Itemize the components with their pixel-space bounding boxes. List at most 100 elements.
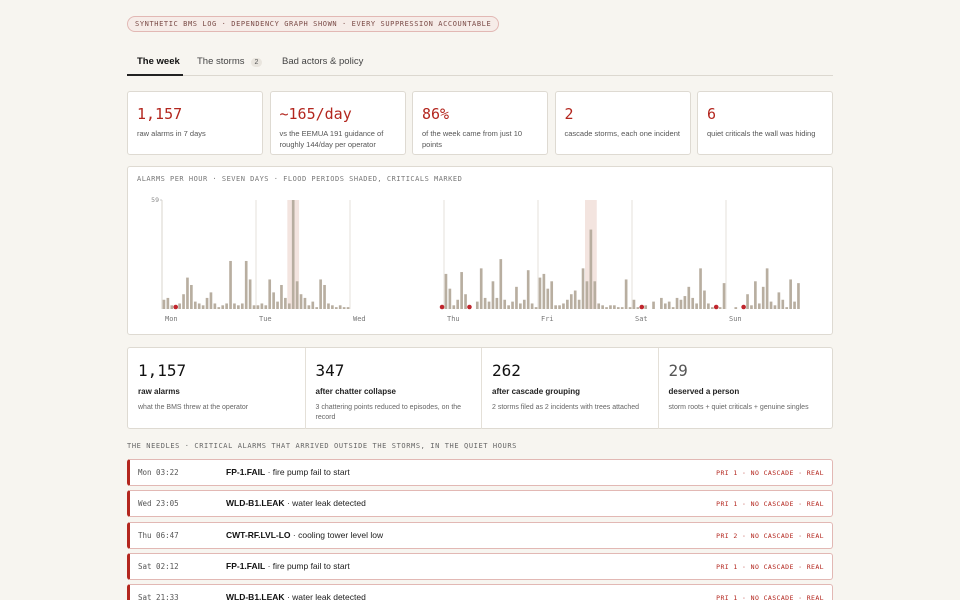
critical-marker (467, 304, 472, 310)
kpi-card: 6 quiet criticals the wall was hiding (697, 91, 833, 155)
bar (667, 301, 671, 309)
bar (789, 279, 792, 309)
needle-tag: PRI 1 · NO CASCADE · REAL (716, 562, 824, 571)
x-tick-label: Thu (447, 315, 460, 323)
bar (303, 297, 307, 309)
bar (683, 296, 687, 309)
needle-time: Mon 03:22 (138, 468, 179, 477)
tab-label: Bad actors & policy (282, 56, 364, 67)
tab[interactable]: The week (137, 56, 180, 67)
funnel-value: 29 (668, 361, 688, 380)
tab[interactable]: The storms 2 (197, 56, 263, 67)
bar (707, 303, 710, 309)
funnel-desc: what the BMS threw at the operator (138, 404, 249, 411)
bar (205, 297, 209, 309)
tab-underline (127, 74, 183, 76)
bar (264, 305, 268, 309)
tab-badge: 2 (250, 58, 263, 67)
bar (609, 305, 612, 309)
needle-row[interactable]: Thu 06:47 CWT-RF.LVL-LO · cooling tower l… (127, 521, 833, 549)
bar (722, 283, 726, 309)
funnel-step: 1,157 raw alarms what the BMS threw at the… (128, 348, 305, 429)
bar (252, 305, 256, 309)
needle-row[interactable]: Sat 21:33 WLD-B1.LEAK · water leak detect… (127, 584, 833, 600)
needle-desc: · fire pump fail to start (267, 560, 350, 571)
bar (193, 301, 197, 309)
bar (291, 200, 295, 309)
bar (663, 303, 667, 309)
bar (558, 305, 561, 309)
funnel-step: 29 deserved a person storm roots + quiet c… (657, 348, 835, 429)
bar (569, 294, 573, 309)
x-tick-label: Wed (353, 315, 366, 323)
bar (475, 301, 479, 309)
kpi-value: 2 (564, 105, 574, 123)
needle-row[interactable]: Mon 03:22 FP-1.FAIL · fire pump fail to s… (127, 459, 833, 486)
bar (699, 268, 702, 309)
needle-point: FP-1.FAIL · fire pump fail to start (226, 467, 350, 477)
bar (280, 284, 283, 309)
needle-row[interactable]: Sat 02:12 FP-1.FAIL · fire pump fail to s… (127, 552, 833, 580)
bar (632, 299, 636, 309)
bar (636, 307, 640, 309)
bar (225, 303, 228, 309)
bar (287, 303, 291, 309)
bar (233, 303, 236, 309)
needle-time: Thu 06:47 (138, 530, 179, 540)
bar (483, 297, 487, 309)
bar (585, 281, 589, 309)
chart: ALARMS PER HOUR · SEVEN DAYS · FLOOD PER… (137, 175, 800, 323)
bar (311, 301, 315, 309)
bar (284, 297, 287, 309)
bar (162, 299, 166, 309)
needle-row[interactable]: Wed 23:05 WLD-B1.LEAK · water leak detect… (127, 490, 833, 518)
bar (573, 290, 577, 309)
bar (777, 292, 781, 309)
tab-label: The week (137, 56, 180, 67)
needle-desc: · fire pump fail to start (267, 467, 350, 477)
bar (589, 229, 593, 309)
kpi-label: raw alarms in 7 days (137, 129, 206, 138)
tab[interactable]: Bad actors & policy (282, 56, 363, 67)
bar (491, 281, 495, 309)
bar (346, 307, 350, 309)
bar (479, 268, 483, 309)
funnel-step: 347 after chatter collapse 3 chattering po… (304, 348, 482, 429)
funnel-desc: 3 chattering points reduced to episodes,… (315, 404, 462, 421)
bar (229, 260, 232, 309)
funnel-value: 1,157 (138, 361, 187, 380)
bar (628, 307, 632, 309)
bar (182, 294, 185, 309)
kpi-label: quiet criticals the wall was hiding (707, 129, 816, 138)
kpi-label: vs the EEMUA 191 guidance of roughly 144… (279, 129, 384, 149)
bar (268, 279, 272, 309)
bar (256, 305, 260, 309)
needle-tag: PRI 1 · NO CASCADE · REAL (716, 594, 824, 600)
bar (166, 297, 170, 309)
funnel-label: raw alarms (138, 387, 180, 396)
bar (703, 290, 706, 309)
funnel-label: after chatter collapse (315, 387, 396, 396)
kpi-card: 86% of the week came from just 10 points (412, 91, 548, 155)
x-tick-label: Sat (635, 315, 648, 323)
needle-tag: PRI 2 · NO CASCADE · REAL (716, 531, 824, 540)
bar (793, 301, 796, 309)
bar (546, 288, 550, 309)
bar (534, 307, 538, 309)
bar (781, 299, 785, 309)
bar (511, 301, 514, 309)
bar (538, 277, 542, 309)
bar (460, 272, 463, 309)
needle-code: FP-1.FAIL (226, 467, 266, 477)
funnel-desc: 2 storms filed as 2 incidents with trees… (492, 404, 640, 411)
bar (605, 307, 608, 309)
y-tick-label: 59 (151, 196, 159, 204)
needle-desc: · cooling tower level low (292, 529, 384, 540)
needle-tag: PRI 1 · NO CASCADE · REAL (716, 469, 824, 477)
critical-marker (713, 304, 719, 310)
bar (710, 307, 714, 309)
bar (299, 294, 303, 309)
bar (526, 270, 530, 309)
funnel-desc: storm roots + quiet criticals + genuine … (668, 404, 809, 411)
